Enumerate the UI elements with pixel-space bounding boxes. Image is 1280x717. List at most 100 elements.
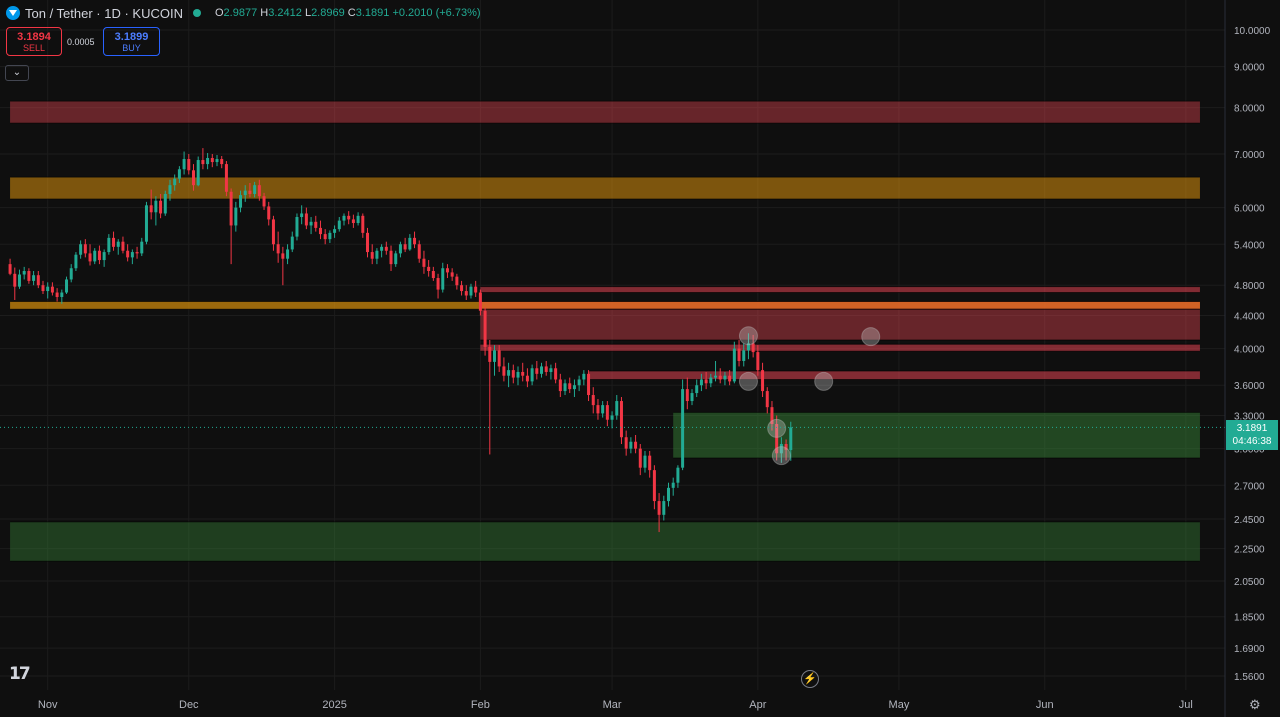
sell-price: 3.1894 bbox=[17, 30, 51, 43]
candle-body bbox=[699, 379, 703, 386]
candle-body bbox=[182, 159, 186, 170]
candle-body bbox=[431, 271, 435, 279]
candle-body bbox=[116, 241, 120, 247]
close-value: 3.1891 bbox=[355, 7, 390, 19]
candle-body bbox=[370, 252, 374, 259]
candle-body bbox=[460, 285, 464, 292]
candle-body bbox=[751, 343, 755, 353]
candle-body bbox=[624, 437, 628, 449]
candle-body bbox=[243, 190, 247, 196]
candle-body bbox=[516, 371, 520, 378]
candle-body bbox=[615, 401, 619, 416]
zone-box bbox=[10, 521, 1200, 562]
lightning-icon[interactable]: ⚡ bbox=[801, 670, 819, 688]
candle-body bbox=[441, 268, 445, 290]
candle-body bbox=[107, 237, 111, 253]
marker-circle bbox=[738, 371, 758, 391]
candle-body bbox=[582, 373, 586, 380]
low-label: L bbox=[304, 7, 312, 19]
time-tick-label: Dec bbox=[179, 699, 199, 711]
candle-body bbox=[737, 348, 741, 361]
sell-button[interactable]: 3.1894 SELL bbox=[6, 27, 62, 56]
candle-body bbox=[224, 164, 228, 192]
time-tick-label: Feb bbox=[471, 699, 490, 711]
candle-body bbox=[577, 379, 581, 386]
candle-body bbox=[436, 278, 440, 290]
candle-body bbox=[173, 178, 177, 186]
candle-body bbox=[17, 274, 21, 287]
candle-body bbox=[732, 348, 736, 382]
candle-body bbox=[13, 273, 17, 287]
price-tick-label: 6.0000 bbox=[1234, 204, 1265, 215]
candle-body bbox=[281, 253, 285, 259]
candle-body bbox=[775, 424, 779, 454]
time-axis[interactable]: Nov Dec 2025 Feb Mar Apr May Jun Jul bbox=[38, 699, 1193, 711]
candle-body bbox=[83, 244, 87, 254]
zone-box bbox=[480, 286, 1200, 293]
time-tick-label: Nov bbox=[38, 699, 58, 711]
candle-body bbox=[723, 375, 727, 380]
candle-body bbox=[36, 275, 40, 286]
candle-body bbox=[88, 253, 92, 262]
candle-body bbox=[328, 232, 332, 240]
candle-body bbox=[540, 366, 544, 374]
candle-body bbox=[361, 215, 365, 233]
candle-body bbox=[648, 455, 652, 471]
candle-body bbox=[257, 185, 261, 197]
candle-body bbox=[770, 407, 774, 425]
candle-body bbox=[681, 389, 685, 468]
candle-body bbox=[619, 401, 623, 438]
symbol-header: Ton / Tether · 1D · KUCOIN O2.9877 H3.24… bbox=[6, 4, 481, 22]
time-tick-label: May bbox=[889, 699, 910, 711]
candle-body bbox=[666, 487, 670, 502]
buy-label: BUY bbox=[122, 42, 141, 53]
candle-body bbox=[521, 371, 525, 376]
chevron-down-icon[interactable]: ⌄ bbox=[5, 65, 29, 81]
candle-body bbox=[32, 275, 36, 281]
candle-body bbox=[530, 368, 534, 382]
close-label: C bbox=[347, 7, 356, 19]
zone-box bbox=[480, 309, 1200, 341]
time-tick-label: Jun bbox=[1036, 699, 1054, 711]
time-tick-label: Jul bbox=[1179, 699, 1193, 711]
candle-body bbox=[304, 213, 308, 226]
candle-body bbox=[140, 241, 144, 254]
candle-body bbox=[718, 375, 722, 380]
candle-body bbox=[177, 169, 181, 179]
candle-body bbox=[309, 221, 313, 226]
candle-body bbox=[483, 310, 487, 347]
candle-body bbox=[554, 368, 558, 380]
candle-body bbox=[427, 266, 431, 272]
time-tick-label: 2025 bbox=[322, 699, 346, 711]
price-tick-label: 8.0000 bbox=[1234, 104, 1265, 115]
zone-box bbox=[588, 371, 1200, 380]
candle-body bbox=[502, 366, 506, 376]
candle-body bbox=[191, 170, 195, 186]
candle-body bbox=[652, 470, 656, 502]
last-price-label: 3.1891 bbox=[1236, 423, 1268, 434]
candle-body bbox=[271, 219, 275, 245]
candle-body bbox=[50, 286, 54, 293]
symbol-title[interactable]: Ton / Tether · 1D · KUCOIN bbox=[25, 5, 183, 21]
candle-body bbox=[93, 250, 97, 262]
candle-body bbox=[342, 215, 346, 221]
zone-box bbox=[10, 177, 1200, 200]
buy-button[interactable]: 3.1899 BUY bbox=[103, 27, 160, 56]
price-axis[interactable]: 10.0000 9.0000 8.0000 7.0000 6.0000 5.4000 4.8… bbox=[1234, 26, 1271, 683]
zone-box bbox=[673, 412, 1200, 459]
tradingview-logo[interactable]: 𝟭𝟳 bbox=[9, 664, 31, 683]
ohlc-values: O2.9877 H3.2412 L2.8969 C3.1891 +0.2010 … bbox=[215, 7, 481, 19]
buy-price: 3.1899 bbox=[114, 30, 149, 43]
candle-body bbox=[347, 215, 351, 220]
candle-body bbox=[206, 158, 210, 165]
gear-icon[interactable]: ⚙ bbox=[1249, 697, 1261, 712]
candle-body bbox=[380, 246, 384, 251]
candle-body bbox=[587, 373, 591, 396]
candle-body bbox=[121, 241, 125, 251]
candle-body bbox=[65, 279, 69, 293]
candle-body bbox=[558, 379, 562, 392]
candle-body bbox=[629, 441, 633, 449]
candle-body bbox=[41, 285, 45, 292]
price-tick-label: 2.7000 bbox=[1234, 481, 1265, 492]
